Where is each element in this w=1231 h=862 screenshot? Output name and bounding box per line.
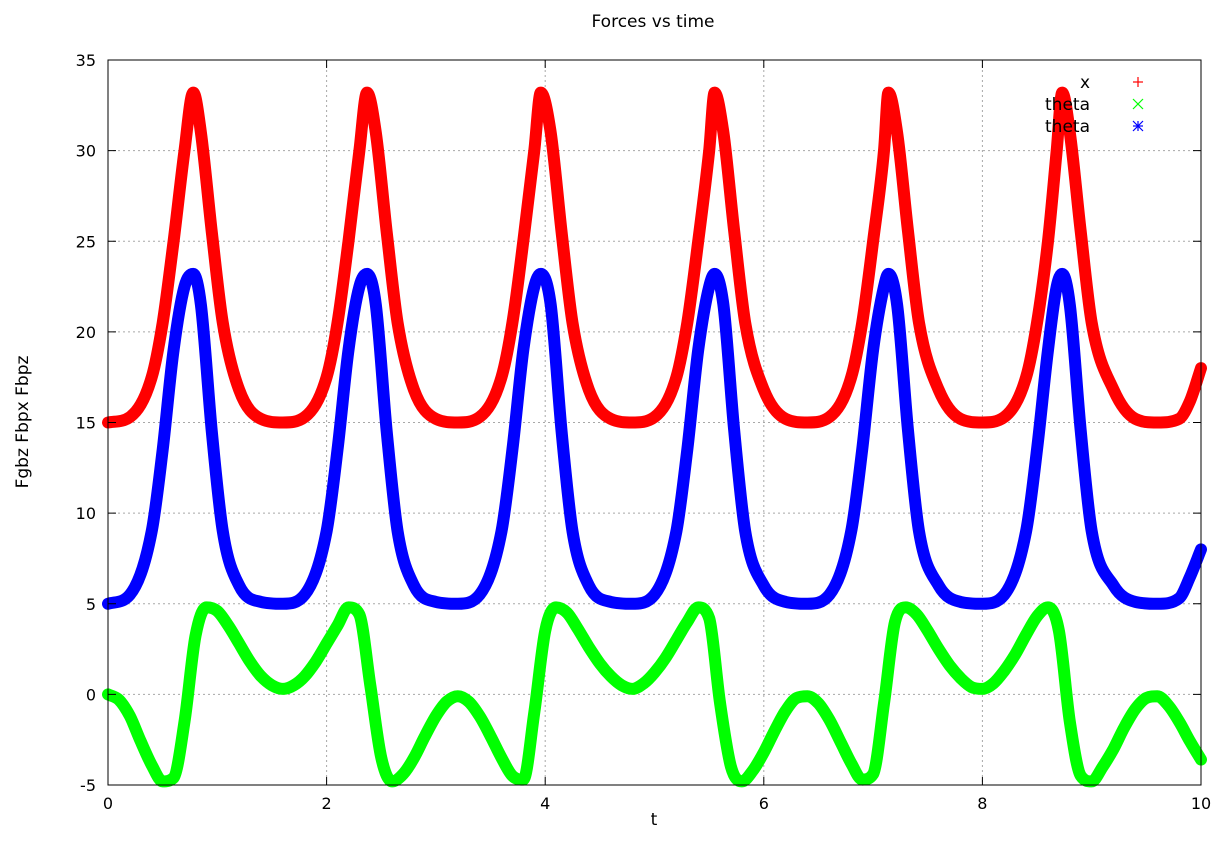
x-tick-label: 2 [322, 794, 332, 813]
y-tick-label: 5 [86, 595, 96, 614]
series-layer [102, 86, 1207, 788]
x-tick-label: 0 [103, 794, 113, 813]
legend-label: theta [1045, 95, 1090, 115]
chart-title: Forces vs time [592, 12, 715, 32]
series-line [102, 267, 1207, 610]
x-axis-label: t [651, 810, 658, 830]
y-tick-label: 10 [76, 504, 96, 523]
legend-label: theta [1045, 117, 1090, 137]
series-line [102, 86, 1207, 429]
x-tick-label: 8 [977, 794, 987, 813]
y-tick-label: 15 [76, 414, 96, 433]
x-tick-label: 10 [1191, 794, 1211, 813]
y-tick-label: 0 [86, 685, 96, 704]
legend-marker [1133, 77, 1143, 87]
y-tick-label: -5 [80, 776, 96, 795]
legend-marker [1132, 120, 1144, 132]
legend-marker [1132, 98, 1144, 110]
y-tick-label: 20 [76, 323, 96, 342]
legend-label: x [1080, 73, 1090, 93]
y-tick-label: 30 [76, 142, 96, 161]
y-axis-label: Fgbz Fbpx Fbpz [13, 356, 33, 489]
y-tick-label: 35 [76, 51, 96, 70]
x-tick-label: 4 [540, 794, 550, 813]
series-line [102, 601, 1207, 788]
x-tick-label: 6 [759, 794, 769, 813]
ticks: 0 2 4 6 8 10 -5 0 5 10 15 20 25 30 35 [76, 51, 1212, 813]
y-tick-label: 25 [76, 232, 96, 251]
